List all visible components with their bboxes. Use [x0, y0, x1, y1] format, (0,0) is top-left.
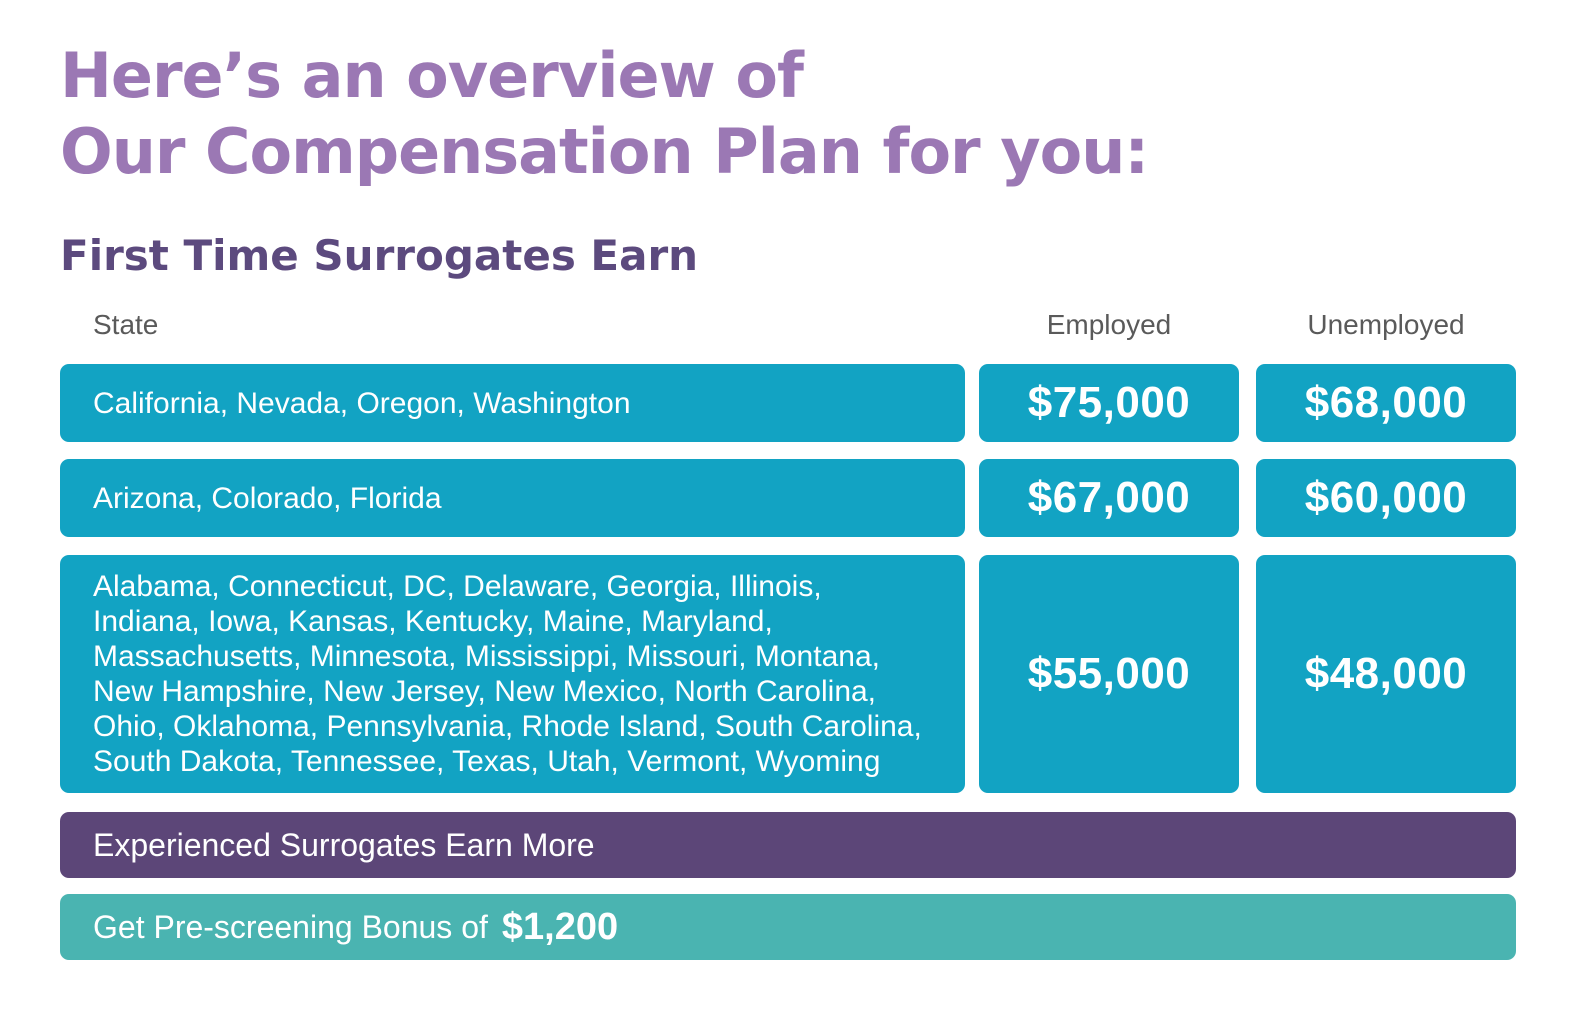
- page-title-line-2: Our Compensation Plan for you:: [60, 115, 1149, 188]
- experienced-surrogates-label: Experienced Surrogates Earn More: [93, 826, 595, 863]
- unemployed-amount-other-states: $48,000: [1256, 555, 1516, 793]
- unemployed-amount-west-coast: $68,000: [1256, 364, 1516, 442]
- page-title: Here’s an overview of Our Compensation P…: [60, 38, 1149, 190]
- section-heading: First Time Surrogates Earn: [60, 231, 699, 280]
- state-group-other-states: Alabama, Connecticut, DC, Delaware, Geor…: [60, 555, 965, 793]
- pre-screening-bonus-amount: $1,200: [501, 905, 619, 948]
- page-title-line-1: Here’s an overview of: [60, 39, 804, 112]
- employed-amount-southwest: $67,000: [979, 459, 1239, 537]
- pre-screening-bonus-banner: Get Pre-screening Bonus of $1,200: [60, 894, 1516, 960]
- experienced-surrogates-banner: Experienced Surrogates Earn More: [60, 812, 1516, 878]
- employed-amount-other-states: $55,000: [979, 555, 1239, 793]
- column-header-employed: Employed: [1046, 309, 1172, 340]
- column-header-unemployed: Unemployed: [1307, 309, 1465, 340]
- column-header-state: State: [93, 309, 159, 340]
- employed-amount-west-coast: $75,000: [979, 364, 1239, 442]
- pre-screening-bonus-label: Get Pre-screening Bonus of: [93, 908, 488, 945]
- state-group-southwest: Arizona, Colorado, Florida: [60, 459, 965, 537]
- unemployed-amount-southwest: $60,000: [1256, 459, 1516, 537]
- state-group-west-coast: California, Nevada, Oregon, Washington: [60, 364, 965, 442]
